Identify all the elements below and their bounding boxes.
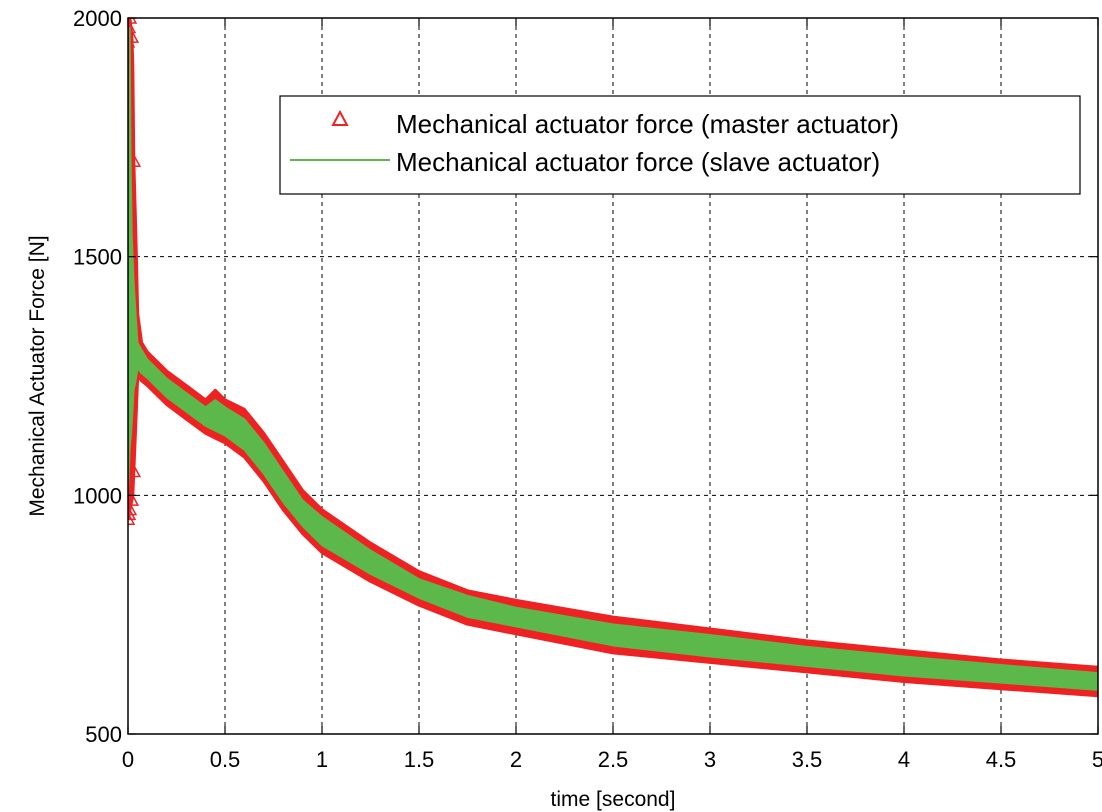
x-tick-label: 3 [704,747,716,772]
series-master-point [128,492,140,506]
legend-master-marker [331,109,349,126]
series-master-point [128,463,142,478]
x-tick-label: 1.5 [404,747,435,772]
y-tick-label: 2000 [73,6,122,31]
x-tick-label: 0 [122,747,134,772]
ticks: 0 0.5 1 1.5 2 2.5 3 3.5 4 4.5 5 500 1000 1500 2000 [73,6,1102,772]
series-master-point [128,29,140,43]
data-layer [128,18,1098,698]
legend: Mechanical actuator force (master actuat… [279,95,1081,195]
y-tick-label: 1500 [73,245,122,270]
x-tick-label: 2.5 [598,747,629,772]
series-master-point [128,502,138,516]
series-master-markers [128,18,142,525]
x-axis-title: time [second] [551,788,676,811]
x-tick-label: 2 [510,747,522,772]
x-tick-label: 0.5 [210,747,241,772]
series-master-point [128,19,137,34]
y-axis-title: Mechanical Actuator Force [N] [26,235,49,516]
y-tick-label: 1000 [73,483,122,508]
x-tick-label: 4.5 [986,747,1017,772]
series-master-band [128,18,1098,698]
legend-master-label: Mechanical actuator force (master actuat… [396,109,899,139]
x-tick-label: 1 [316,747,328,772]
x-tick-label: 5 [1092,747,1102,772]
x-tick-label: 3.5 [792,747,823,772]
x-tick-label: 4 [898,747,910,772]
series-slave-band [128,26,1098,691]
y-tick-label: 500 [85,722,122,747]
legend-box [279,95,1081,195]
legend-slave-label: Mechanical actuator force (slave actuato… [396,147,880,177]
series-master-point [128,18,138,24]
